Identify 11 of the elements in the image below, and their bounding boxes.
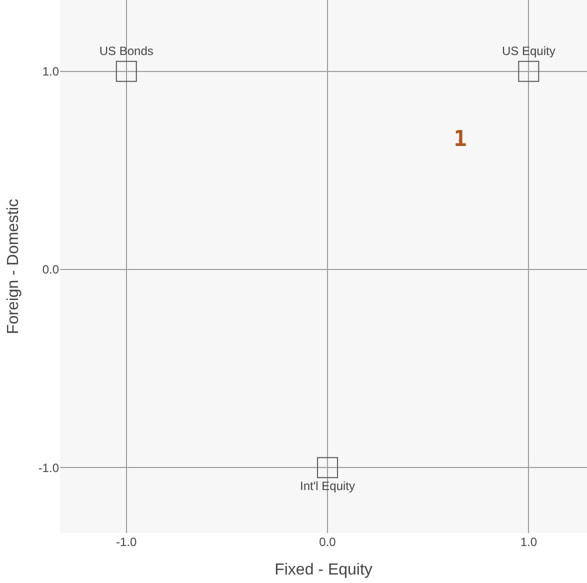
data-label: US Bonds [99, 44, 154, 58]
data-label: Int'l Equity [300, 479, 356, 494]
y-axis-title: Foreign - Domestic [5, 198, 22, 334]
x-tick-label: 1.0 [520, 535, 538, 549]
x-tick-label: 0.0 [319, 535, 336, 549]
y-tick-label: 0.0 [42, 262, 60, 277]
x-axis-title: Fixed - Equity [274, 562, 372, 579]
data-label: US Equity [502, 44, 556, 58]
y-tick-label: -1.0 [38, 460, 60, 475]
y-tick-label: 1.0 [42, 64, 60, 79]
x-tick-label: -1.0 [116, 535, 138, 549]
